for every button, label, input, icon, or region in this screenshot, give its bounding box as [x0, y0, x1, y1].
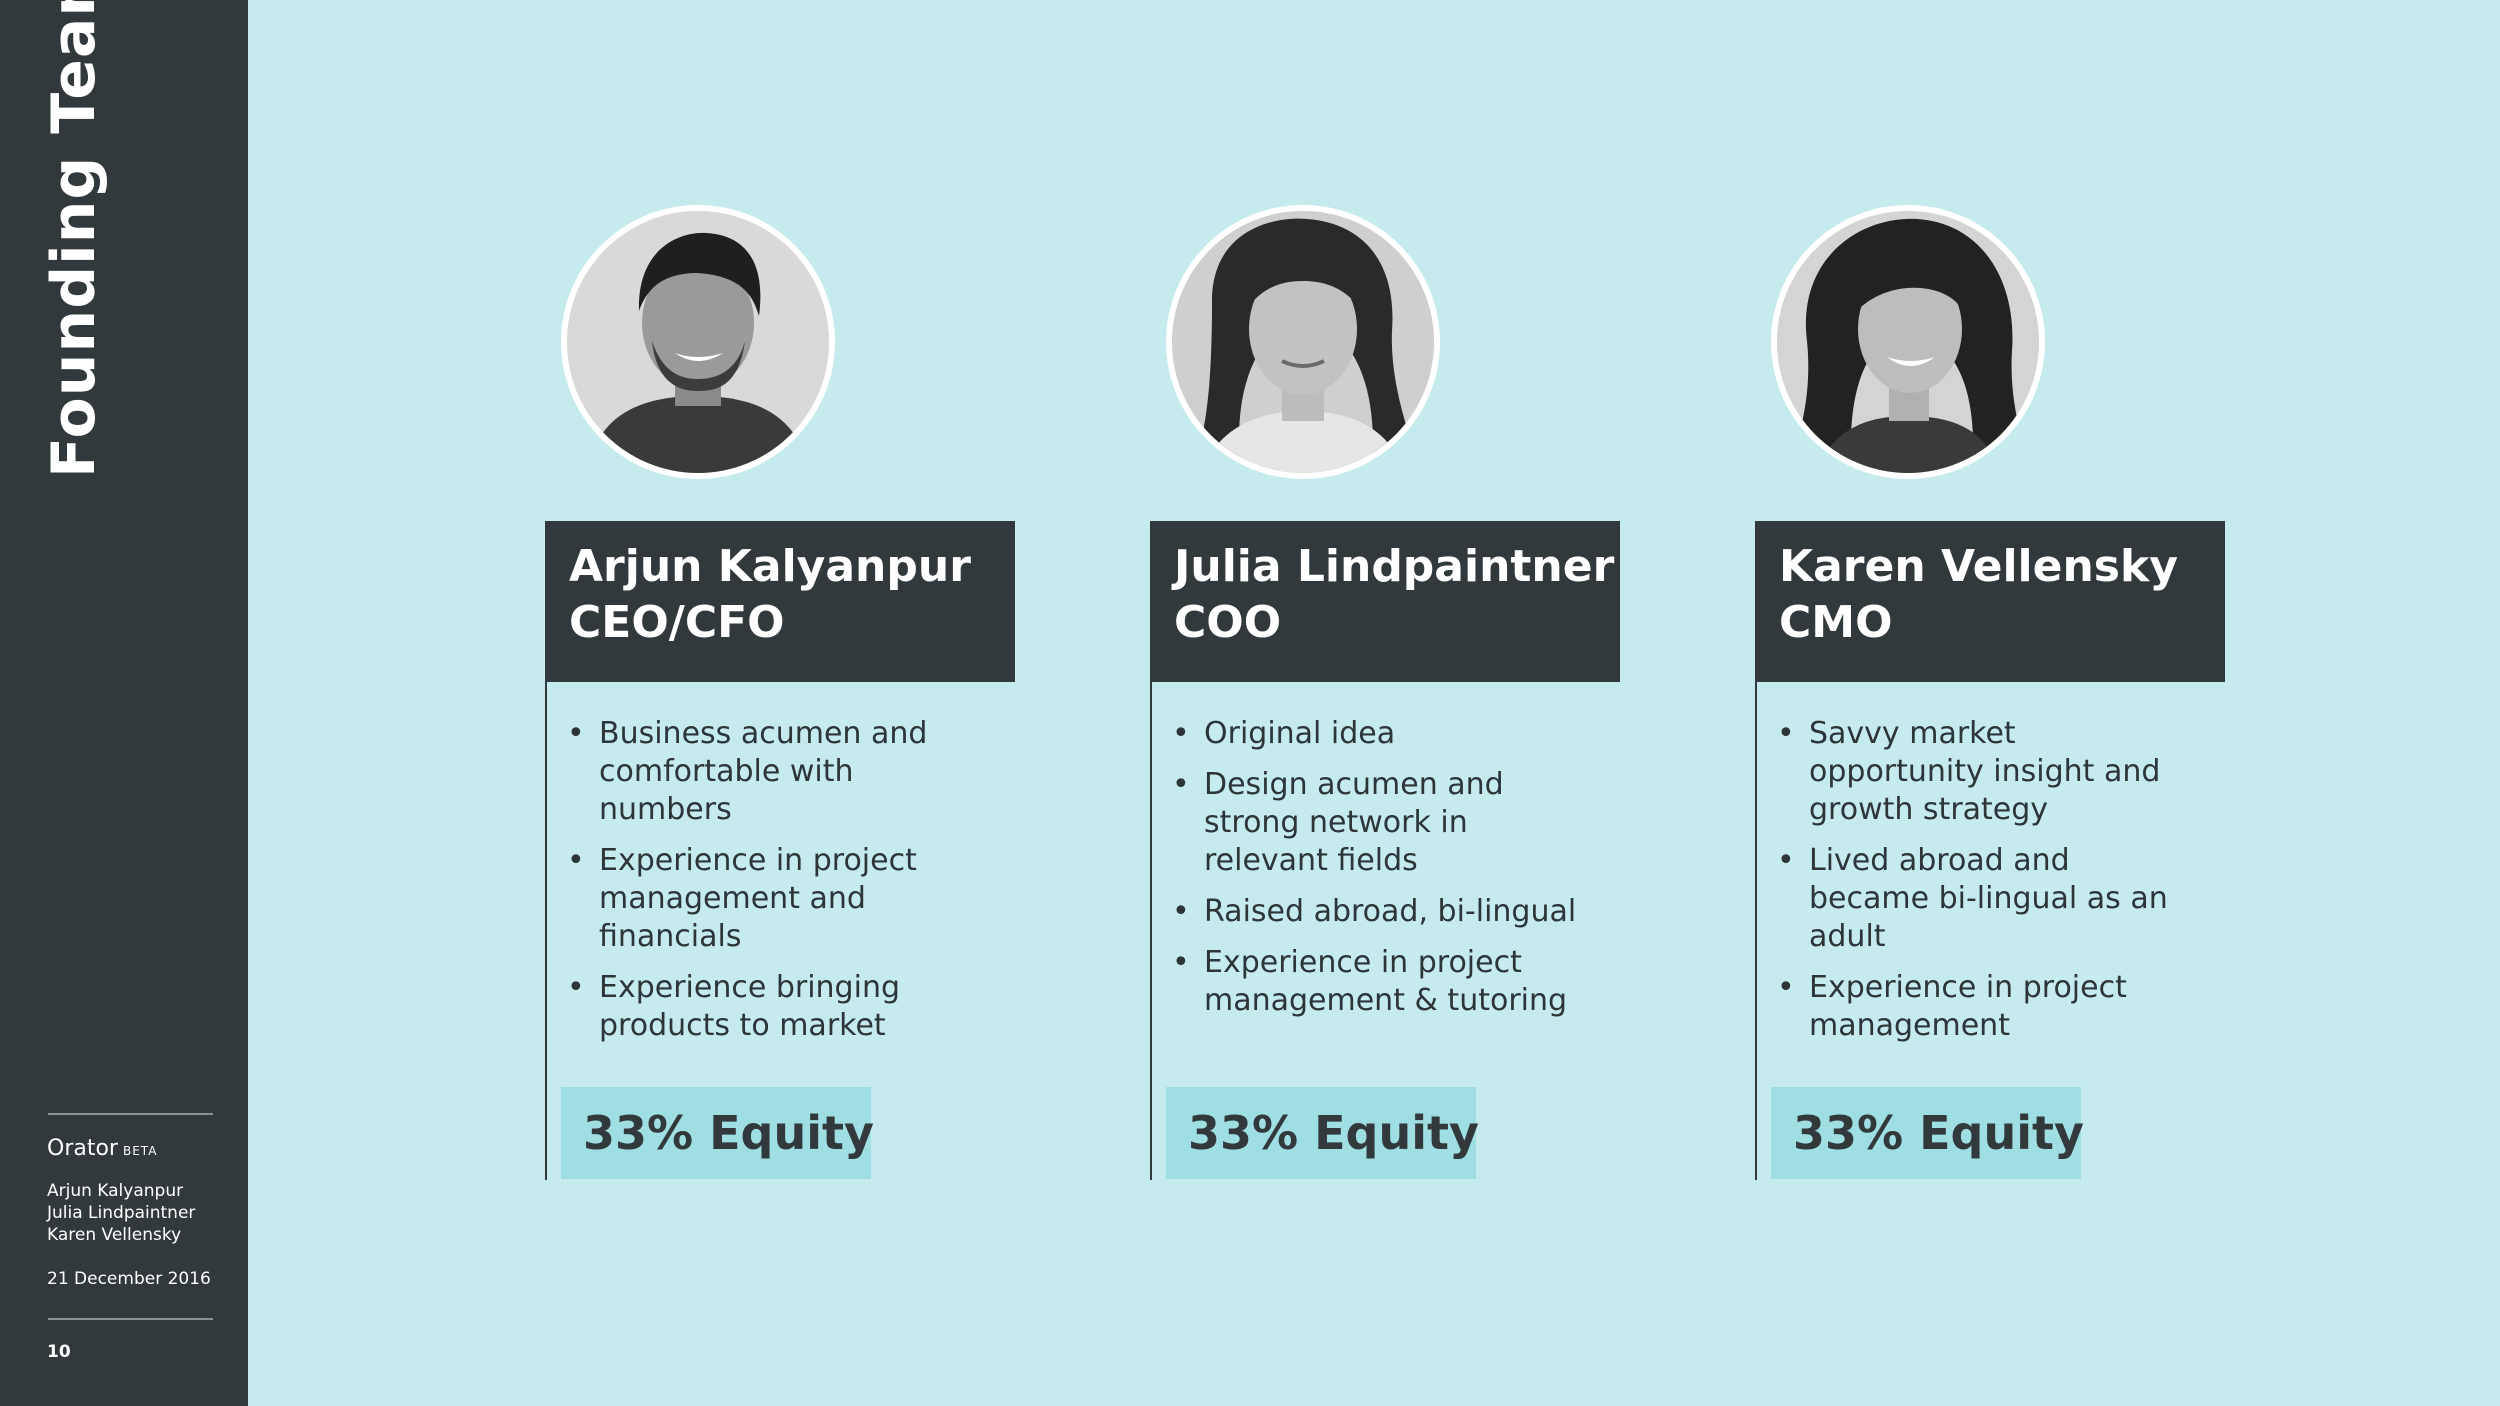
list-item: Lived abroad and became bi-lingual as an… — [1777, 842, 2197, 956]
sidebar: Founding Team Orator BETA Arjun Kalyanpur… — [0, 0, 248, 1406]
list-item: Raised abroad, bi-lingual — [1172, 893, 1592, 931]
sidebar-divider-bottom — [48, 1318, 213, 1320]
list-item: Experience in project management and fin… — [567, 842, 987, 956]
card-divider-line — [1150, 682, 1152, 1180]
member-role: CEO/CFO — [569, 597, 785, 648]
member-name: Arjun Kalyanpur — [569, 541, 971, 592]
list-item: Experience bringing products to market — [567, 969, 987, 1045]
member-name-box: Arjun Kalyanpur CEO/CFO — [545, 521, 1015, 682]
list-item: Design acumen and strong network in rele… — [1172, 766, 1592, 880]
equity-badge: 33% Equity — [1771, 1087, 2084, 1179]
author-name: Julia Lindpaintner — [47, 1203, 196, 1223]
page-title: Founding Team — [39, 0, 109, 478]
member-name: Karen Vellensky — [1779, 541, 2178, 592]
author-name: Arjun Kalyanpur — [47, 1181, 184, 1201]
member-name: Julia Lindpaintner — [1174, 541, 1615, 592]
team-member-card: Karen Vellensky CMO Savvy market opportu… — [1755, 205, 2225, 1180]
member-highlights: Original idea Design acumen and strong n… — [1172, 715, 1592, 1033]
person-portrait-icon — [1777, 211, 2039, 473]
member-photo — [1166, 205, 1440, 479]
member-photo — [561, 205, 835, 479]
list-item: Experience in project management — [1777, 969, 2197, 1045]
brand-name: Orator BETA — [47, 1136, 157, 1161]
author-name: Karen Vellensky — [47, 1225, 182, 1245]
list-item: Experience in project management & tutor… — [1172, 944, 1592, 1020]
list-item: Business acumen and comfortable with num… — [567, 715, 987, 829]
card-divider-line — [1755, 682, 1757, 1180]
sidebar-divider-top — [48, 1113, 213, 1115]
list-item: Original idea — [1172, 715, 1592, 753]
author-list: Arjun Kalyanpur Julia Lindpaintner Karen… — [47, 1180, 195, 1246]
member-name-box: Julia Lindpaintner COO — [1150, 521, 1620, 682]
presentation-date: 21 December 2016 — [47, 1269, 211, 1289]
equity-badge: 33% Equity — [561, 1087, 874, 1179]
team-member-card: Arjun Kalyanpur CEO/CFO Business acumen … — [545, 205, 1015, 1180]
list-item: Savvy market opportunity insight and gro… — [1777, 715, 2197, 829]
brand-label: Orator — [47, 1136, 118, 1161]
member-photo — [1771, 205, 2045, 479]
member-name-box: Karen Vellensky CMO — [1755, 521, 2225, 682]
person-portrait-icon — [567, 211, 829, 473]
team-member-card: Julia Lindpaintner COO Original idea Des… — [1150, 205, 1620, 1180]
person-portrait-icon — [1172, 211, 1434, 473]
equity-badge: 33% Equity — [1166, 1087, 1479, 1179]
member-highlights: Business acumen and comfortable with num… — [567, 715, 987, 1058]
member-role: CMO — [1779, 597, 1893, 648]
brand-beta-tag: BETA — [122, 1144, 158, 1158]
card-divider-line — [545, 682, 547, 1180]
page-number: 10 — [47, 1342, 71, 1362]
member-role: COO — [1174, 597, 1282, 648]
member-highlights: Savvy market opportunity insight and gro… — [1777, 715, 2197, 1058]
